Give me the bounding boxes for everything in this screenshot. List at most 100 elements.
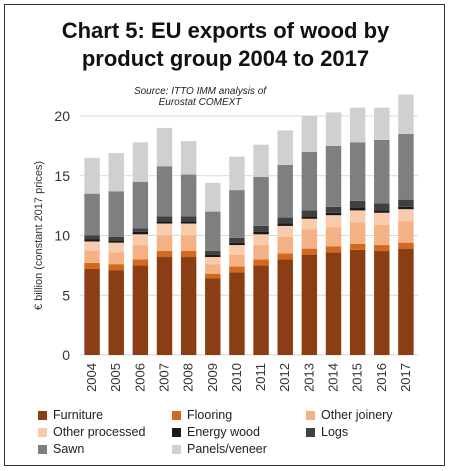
bar-segment bbox=[374, 251, 390, 355]
bar-segment bbox=[229, 237, 245, 243]
bar-segment bbox=[84, 193, 100, 236]
bar-segment bbox=[84, 241, 100, 252]
bar-segment bbox=[349, 243, 366, 250]
bar-segment bbox=[229, 245, 245, 255]
x-tick-label: 2009 bbox=[205, 363, 220, 392]
bar-segment bbox=[84, 239, 100, 242]
legend-swatch bbox=[38, 428, 47, 437]
bar-segment bbox=[132, 245, 149, 260]
bar-segment bbox=[349, 249, 366, 355]
bar-segment bbox=[132, 259, 149, 266]
source-note-line-2: Eurostat COMEXT bbox=[158, 97, 242, 108]
legend-item: Other joinery bbox=[306, 408, 393, 422]
y-tick-label: 5 bbox=[62, 287, 70, 303]
bar-segment bbox=[398, 248, 414, 355]
bar-segment bbox=[156, 127, 173, 167]
bar-segment bbox=[108, 236, 124, 241]
bar-segment bbox=[229, 254, 245, 267]
bar-segment bbox=[132, 228, 149, 232]
bar-segment bbox=[398, 206, 414, 210]
bar-segment bbox=[325, 112, 342, 146]
bar-segment bbox=[349, 222, 366, 244]
bar-segment bbox=[349, 200, 366, 209]
bar-segment bbox=[277, 223, 293, 226]
bar-segment bbox=[325, 227, 342, 247]
chart-title: Chart 5: EU exports of wood by product g… bbox=[5, 17, 446, 73]
bar-segment bbox=[301, 229, 318, 249]
bar-segment bbox=[349, 107, 366, 143]
chart-title-line-1: Chart 5: EU exports of wood by bbox=[61, 18, 390, 43]
bar-segment bbox=[325, 212, 342, 216]
legend-item: Logs bbox=[306, 425, 348, 439]
bar-segment bbox=[398, 133, 414, 200]
y-tick-label: 10 bbox=[54, 228, 70, 244]
bar-segment bbox=[277, 253, 293, 260]
bar-segment bbox=[349, 210, 366, 223]
legend-label: Panels/veneer bbox=[187, 442, 267, 456]
bar-segment bbox=[374, 210, 390, 213]
bar-segment bbox=[180, 257, 197, 355]
bar-segment bbox=[205, 182, 221, 212]
legend-swatch bbox=[306, 428, 315, 437]
x-tick-label: 2010 bbox=[229, 363, 244, 392]
legend-label: Sawn bbox=[53, 442, 85, 456]
source-note: Source: ITTO IMM analysis of Eurostat CO… bbox=[110, 86, 290, 108]
bar-segment bbox=[156, 251, 173, 258]
legend-label: Furniture bbox=[53, 408, 104, 422]
bar-segment bbox=[349, 208, 366, 211]
bar-segment bbox=[132, 265, 149, 355]
legend-item: Energy wood bbox=[172, 425, 260, 439]
bar-segment bbox=[253, 245, 269, 260]
legend-item: Furniture bbox=[38, 408, 103, 422]
bar-segment bbox=[180, 221, 197, 224]
bar-segment bbox=[180, 235, 197, 252]
bar-segment bbox=[156, 166, 173, 217]
bar-segment bbox=[180, 174, 197, 217]
bar-segment bbox=[84, 235, 100, 240]
bar-segment bbox=[108, 153, 124, 192]
bar-segment bbox=[205, 264, 221, 274]
bar-segment bbox=[108, 191, 124, 237]
bar-segment bbox=[374, 224, 390, 246]
bar-segment bbox=[349, 142, 366, 201]
bar-segment bbox=[205, 251, 221, 255]
bar-segment bbox=[229, 190, 245, 238]
x-tick-label: 2011 bbox=[253, 363, 268, 391]
bar-segment bbox=[301, 210, 318, 217]
x-tick-label: 2013 bbox=[301, 363, 316, 392]
legend-label: Other processed bbox=[53, 425, 146, 439]
bar-segment bbox=[132, 142, 149, 182]
legend-item: Flooring bbox=[172, 408, 232, 422]
bar-segment bbox=[229, 272, 245, 355]
bar-segment bbox=[325, 246, 342, 253]
bar-segment bbox=[229, 266, 245, 273]
bar-segment bbox=[301, 216, 318, 219]
x-tick-label: 2008 bbox=[181, 363, 196, 392]
bar-segment bbox=[253, 259, 269, 266]
bar-segment bbox=[325, 206, 342, 213]
bar-segment bbox=[253, 144, 269, 177]
bar-segment bbox=[132, 181, 149, 229]
bar-segment bbox=[180, 251, 197, 258]
bar-segment bbox=[205, 278, 221, 355]
x-tick-label: 2005 bbox=[108, 363, 123, 392]
legend-swatch bbox=[306, 411, 315, 420]
bar-segment bbox=[156, 235, 173, 252]
bar-segment bbox=[325, 145, 342, 207]
bar-segment bbox=[301, 151, 318, 211]
x-tick-label: 2012 bbox=[277, 363, 292, 392]
x-tick-label: 2017 bbox=[398, 363, 413, 392]
bar-segment bbox=[398, 199, 414, 207]
bar-segment bbox=[108, 242, 124, 253]
bar-segment bbox=[84, 268, 100, 355]
x-tick-label: 2016 bbox=[374, 363, 389, 392]
bar-segment bbox=[108, 270, 124, 355]
bar-segment bbox=[156, 216, 173, 222]
legend-item: Sawn bbox=[38, 442, 84, 456]
bar-segment bbox=[398, 209, 414, 222]
y-tick-label: 20 bbox=[54, 108, 70, 124]
bar-segment bbox=[277, 217, 293, 224]
bar-segment bbox=[301, 116, 318, 152]
bar-segment bbox=[277, 130, 293, 165]
bar-segment bbox=[253, 234, 269, 246]
